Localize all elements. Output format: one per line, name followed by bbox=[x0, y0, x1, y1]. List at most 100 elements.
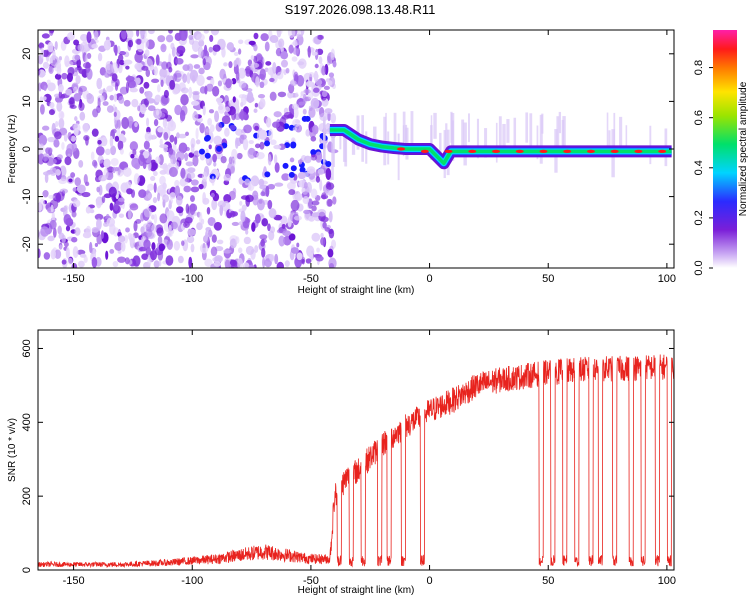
spectrogram-noise-blob bbox=[260, 191, 266, 197]
spectrogram-noise-blob bbox=[61, 72, 68, 80]
spectrogram-noise-blob bbox=[311, 232, 321, 242]
spectrogram-noise-blob bbox=[291, 103, 300, 110]
spectrogram-noise-blob bbox=[189, 30, 193, 34]
spectrogram-noise-blob bbox=[106, 85, 114, 92]
spectrogram-ytick-label: -10 bbox=[21, 189, 33, 205]
spectrogram-noise-blob bbox=[276, 30, 283, 35]
spectrogram-noise-blob bbox=[155, 156, 161, 164]
spectrogram-noise-blob bbox=[61, 141, 65, 150]
spectrogram-noise-blob bbox=[153, 118, 159, 127]
spectrogram-noise-blob bbox=[245, 245, 255, 255]
spectrogram-noise-blob bbox=[145, 68, 151, 78]
spectrogram-noise-blob bbox=[139, 30, 146, 36]
snr-panel: -150 -100 -50 0 50 100 0 200 400 600 Height of st… bbox=[7, 329, 676, 596]
spectrogram-noise-blob bbox=[106, 105, 114, 113]
snr-xtick-label: 50 bbox=[542, 575, 554, 587]
spectrogram-noise-blob bbox=[180, 94, 189, 106]
spectrogram-noise-blob bbox=[160, 43, 167, 53]
spectrogram-streak bbox=[339, 123, 342, 150]
spectrogram-noise-blob bbox=[170, 221, 178, 230]
spectrogram-noise-blob bbox=[312, 124, 319, 135]
spectrogram-noise-blob bbox=[280, 59, 289, 68]
spectrogram-noise-blob bbox=[106, 217, 116, 227]
spectrogram-noise-blob bbox=[234, 137, 239, 149]
spectrogram-noise-blob bbox=[174, 185, 181, 197]
spectrogram-noise-blob bbox=[213, 221, 222, 231]
spectrogram-noise-blob bbox=[186, 235, 195, 244]
spectrogram-noise-blob bbox=[111, 73, 118, 82]
colorbar-tick-label: 0.0 bbox=[693, 260, 705, 275]
spectrogram-peak bbox=[515, 149, 524, 153]
spectrogram-noise-blob bbox=[261, 218, 269, 227]
spectrogram-noise-blob bbox=[238, 48, 242, 55]
spectrogram-strong-blob bbox=[282, 162, 289, 169]
spectrogram-noise-blob bbox=[67, 32, 75, 41]
spectrogram-noise-blob bbox=[219, 68, 226, 80]
spectrogram-noise-blob bbox=[267, 199, 273, 210]
spectrogram-noise-blob bbox=[245, 229, 249, 235]
spectrogram-noise-blob bbox=[243, 236, 251, 245]
spectrogram-noise-blob bbox=[321, 90, 328, 98]
spectrogram-noise-blob bbox=[117, 235, 126, 243]
spectrogram-streak bbox=[397, 133, 400, 181]
spectrogram-noise-blob bbox=[248, 140, 254, 145]
spectrogram-noise-blob bbox=[47, 82, 56, 92]
spectrogram-strong-blob bbox=[290, 141, 297, 148]
snr-ytick-label: 0 bbox=[21, 567, 33, 573]
spectrogram-noise-blob bbox=[208, 46, 213, 53]
spectrogram-noise-blob bbox=[38, 134, 48, 146]
spectrogram-noise-blob bbox=[38, 42, 45, 49]
spectrogram-strong-blob bbox=[299, 166, 306, 173]
spectrogram-noise-blob bbox=[230, 166, 235, 174]
spectrogram-noise-blob bbox=[301, 258, 305, 265]
spectrogram-noise-blob bbox=[157, 126, 164, 133]
spectrogram-noise-blob bbox=[315, 176, 321, 183]
spectrogram-noise-blob bbox=[268, 230, 275, 241]
spectrogram-noise-blob bbox=[101, 195, 106, 204]
spectrogram-streak bbox=[539, 114, 543, 164]
spectrogram-noise-blob bbox=[276, 261, 285, 268]
spectrogram-noise-blob bbox=[178, 133, 187, 139]
spectrogram-noise-blob bbox=[215, 97, 224, 103]
spectrogram-noise-blob bbox=[165, 34, 174, 43]
spectrogram-noise-blob bbox=[195, 127, 199, 140]
spectrogram-noise-blob bbox=[90, 151, 95, 161]
spectrogram-noise-blob bbox=[91, 159, 98, 167]
spectrogram-noise-blob bbox=[247, 147, 257, 159]
spectrogram-noise-blob bbox=[190, 243, 195, 253]
spectrogram-noise-blob bbox=[306, 245, 315, 258]
spectrogram-noise-blob bbox=[290, 247, 299, 254]
spectrogram-noise-blob bbox=[206, 83, 214, 92]
spectrogram-noise-blob bbox=[264, 41, 270, 52]
spectrogram-noise-blob bbox=[163, 132, 169, 141]
spectrogram-noise-blob bbox=[254, 213, 261, 224]
spectrogram-noise-blob bbox=[188, 34, 194, 41]
spectrogram-noise-blob bbox=[144, 49, 150, 57]
spectrogram-noise-blob bbox=[57, 225, 62, 235]
spectrogram-noise-blob bbox=[92, 108, 99, 118]
spectrogram-noise-blob bbox=[117, 197, 125, 202]
spectrogram-noise-blob bbox=[202, 191, 207, 204]
spectrogram-noise-blob bbox=[229, 124, 237, 131]
spectrogram-noise-blob bbox=[78, 102, 85, 111]
spectrogram-noise-blob bbox=[276, 71, 284, 80]
spectrogram-xlabel: Height of straight line (km) bbox=[298, 285, 415, 296]
spectrogram-noise-blob bbox=[226, 42, 235, 51]
spectrogram-noise-blob bbox=[233, 51, 239, 56]
spectrogram-noise-blob bbox=[47, 235, 55, 242]
spectrogram-noise-blob bbox=[42, 189, 49, 198]
spectrogram-noise-blob bbox=[229, 210, 236, 218]
spectrogram-noise-blob bbox=[91, 227, 100, 233]
spectrogram-noise-blob bbox=[72, 199, 81, 208]
spectrogram-noise-blob bbox=[166, 61, 172, 70]
spectrogram-peak bbox=[610, 149, 619, 153]
spectrogram-noise-blob bbox=[207, 229, 213, 238]
spectrogram-noise-blob bbox=[79, 111, 86, 121]
spectrogram-noise-blob bbox=[118, 95, 125, 104]
spectrogram-noise-blob bbox=[150, 175, 156, 182]
spectrogram-noise-blob bbox=[147, 183, 154, 191]
spectrogram-noise-blob bbox=[131, 98, 139, 108]
spectrogram-noise-blob bbox=[292, 47, 299, 55]
spectrogram-noise-blob bbox=[91, 257, 98, 268]
spectrogram-noise-blob bbox=[255, 53, 263, 64]
